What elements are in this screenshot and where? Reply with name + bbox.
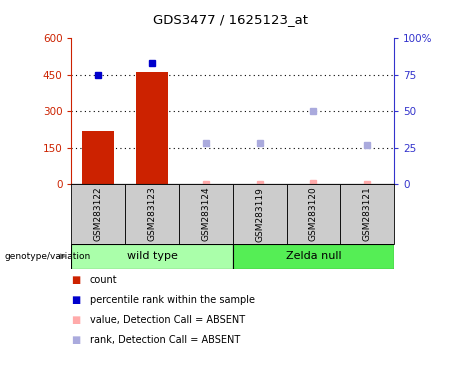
Bar — [340, 184, 394, 244]
Bar — [125, 184, 179, 244]
Bar — [179, 184, 233, 244]
Text: wild type: wild type — [127, 251, 177, 262]
Bar — [136, 73, 168, 184]
Text: rank, Detection Call = ABSENT: rank, Detection Call = ABSENT — [90, 335, 240, 345]
Bar — [233, 244, 394, 269]
Text: genotype/variation: genotype/variation — [5, 252, 91, 261]
Text: Zelda null: Zelda null — [286, 251, 341, 262]
Text: GSM283119: GSM283119 — [255, 187, 264, 242]
Text: value, Detection Call = ABSENT: value, Detection Call = ABSENT — [90, 315, 245, 325]
Text: ■: ■ — [71, 275, 81, 285]
Bar — [233, 184, 287, 244]
Text: GDS3477 / 1625123_at: GDS3477 / 1625123_at — [153, 13, 308, 26]
Bar — [82, 131, 114, 184]
Bar — [71, 184, 125, 244]
Text: GSM283120: GSM283120 — [309, 187, 318, 242]
Text: percentile rank within the sample: percentile rank within the sample — [90, 295, 255, 305]
Text: GSM283124: GSM283124 — [201, 187, 210, 241]
Text: ■: ■ — [71, 335, 81, 345]
Bar — [71, 244, 233, 269]
Text: ■: ■ — [71, 295, 81, 305]
Text: GSM283121: GSM283121 — [363, 187, 372, 242]
Text: GSM283122: GSM283122 — [94, 187, 103, 241]
Bar — [287, 184, 340, 244]
Text: ■: ■ — [71, 315, 81, 325]
Text: count: count — [90, 275, 118, 285]
Text: GSM283123: GSM283123 — [148, 187, 157, 242]
